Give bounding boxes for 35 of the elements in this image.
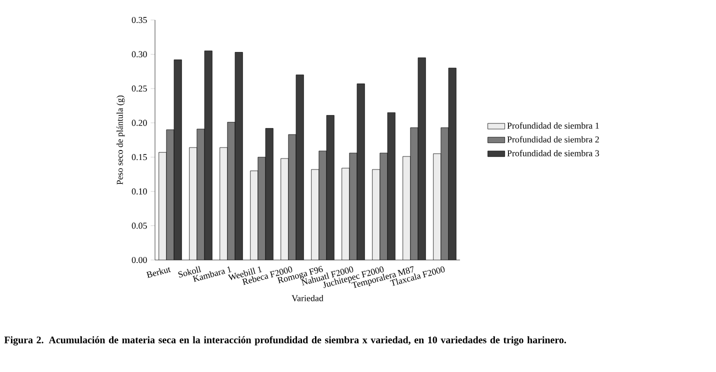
bar: [372, 169, 380, 260]
bar: [250, 170, 258, 260]
bar: [311, 169, 319, 260]
y-tick-label: 0.20: [132, 120, 147, 126]
y-tick-label: 0.15: [132, 154, 147, 160]
bar: [174, 60, 182, 260]
bar: [189, 148, 197, 260]
bar: [433, 154, 442, 260]
y-axis-title: Peso seco de plántula (g): [116, 96, 125, 185]
bar: [158, 152, 166, 260]
bar: [280, 158, 288, 260]
bar: [357, 84, 365, 260]
x-tick-label: Berkut: [146, 267, 171, 278]
y-tick-label: 0.25: [132, 86, 147, 92]
y-tick-label: 0.05: [132, 222, 147, 229]
bar: [204, 50, 212, 260]
text: Figura 2. Acumulación de materia seca en la interacción profundidad de siembra x variedad, en 10 variedades de trigo harinero.: [4, 336, 566, 346]
bar: [448, 68, 456, 260]
y-tick-label: 0.35: [132, 16, 147, 24]
bar: [220, 148, 228, 260]
legend-label: Profundidad de siembra 3: [507, 150, 600, 156]
bar: [342, 168, 350, 260]
bar: [326, 115, 334, 260]
bar: [235, 52, 243, 260]
bar: [418, 58, 426, 260]
x-axis-title: Variedad: [292, 294, 324, 302]
y-tick-label: 0.00: [132, 256, 147, 264]
y-tick-label: 0.10: [132, 188, 147, 194]
bar: [388, 112, 396, 260]
bar: [402, 156, 410, 260]
legend-label: Profundidad de siembra 1: [507, 122, 599, 129]
bar: [266, 128, 274, 260]
bar: [296, 74, 304, 260]
legend-label: Profundidad de siembra 2: [507, 136, 599, 142]
y-tick-label: 0.30: [132, 51, 147, 58]
